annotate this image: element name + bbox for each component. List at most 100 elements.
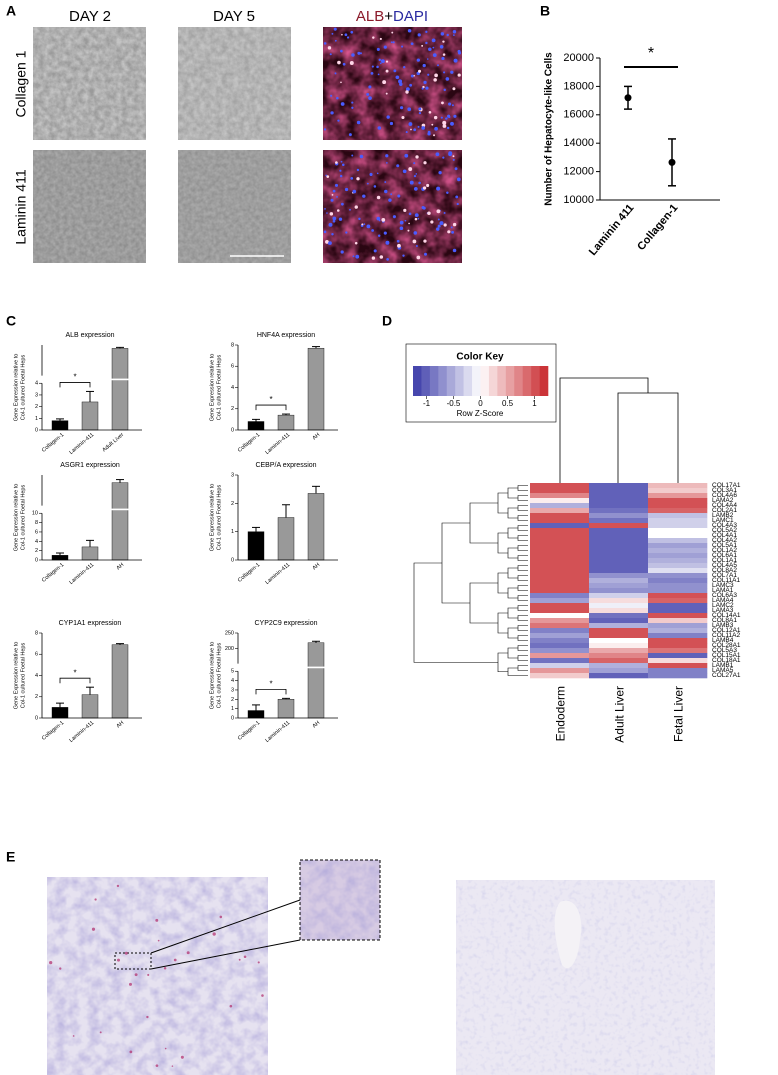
heatmap-cell bbox=[648, 493, 708, 499]
nucleus bbox=[425, 86, 429, 90]
nucleus bbox=[389, 121, 394, 126]
nucleus bbox=[440, 116, 443, 119]
nucleus bbox=[357, 51, 361, 55]
nucleus bbox=[412, 239, 417, 244]
y-tick-label: 4 bbox=[231, 385, 234, 391]
nucleus bbox=[410, 74, 414, 78]
heatmap-cell bbox=[648, 508, 708, 514]
nucleus bbox=[402, 254, 405, 257]
nucleus bbox=[399, 226, 404, 231]
heatmap-cell bbox=[530, 563, 590, 569]
heatmap-cell bbox=[530, 538, 590, 544]
y-tick-label: 16000 bbox=[563, 109, 594, 121]
stain-spot bbox=[146, 1015, 149, 1019]
significance-bracket bbox=[59, 677, 91, 684]
significance-bracket bbox=[255, 688, 287, 695]
dendrogram-branch bbox=[497, 492, 508, 514]
nucleus bbox=[417, 217, 420, 220]
row-label: LAMB4 bbox=[712, 637, 734, 644]
heatmap-cell bbox=[530, 528, 590, 534]
heatmap-cell bbox=[589, 643, 649, 649]
nucleus bbox=[377, 126, 382, 130]
y-axis-label: Col-1 cultured Foetal Heps bbox=[20, 355, 26, 421]
row-label: COL5A1 bbox=[712, 542, 737, 549]
heatmap-cell bbox=[589, 623, 649, 629]
nucleus bbox=[334, 72, 337, 75]
nucleus bbox=[333, 27, 337, 31]
stain-spot bbox=[212, 932, 216, 936]
row-label: COL27A1 bbox=[712, 672, 741, 679]
x-tick-label: Collagen-1 bbox=[41, 562, 65, 584]
stain-header: ALB+DAPI bbox=[356, 8, 428, 25]
significance-label: * bbox=[269, 679, 272, 688]
histology bbox=[47, 859, 715, 1075]
bar bbox=[51, 420, 69, 431]
nucleus bbox=[392, 215, 396, 219]
y-tick-label: 0 bbox=[231, 557, 234, 563]
heatmap-cell bbox=[530, 623, 590, 629]
nucleus bbox=[399, 82, 403, 86]
nucleus bbox=[436, 186, 441, 191]
heatmap-cell bbox=[530, 633, 590, 639]
y-tick-label: 6 bbox=[35, 652, 38, 658]
stain-spot bbox=[257, 961, 260, 964]
nucleus bbox=[438, 170, 442, 175]
y-axis-label: Col-1 cultured Foetal Heps bbox=[20, 485, 26, 551]
nucleus bbox=[323, 42, 327, 45]
nucleus bbox=[401, 115, 405, 120]
nucleus bbox=[400, 106, 404, 110]
heatmap-cell bbox=[589, 638, 649, 644]
heatmap-cell bbox=[530, 573, 590, 579]
row-label: LAMA5 bbox=[712, 667, 734, 674]
nucleus bbox=[356, 177, 360, 181]
significance-label: * bbox=[73, 668, 76, 677]
nucleus bbox=[379, 255, 384, 259]
row-label: LAMA4 bbox=[712, 597, 734, 604]
heatmap-cell bbox=[648, 483, 708, 489]
row-label: COL4A5 bbox=[712, 562, 737, 569]
nucleus bbox=[330, 94, 333, 97]
nucleus bbox=[450, 226, 453, 229]
nucleus bbox=[346, 36, 350, 39]
nucleus bbox=[334, 39, 337, 42]
nucleus bbox=[324, 208, 326, 210]
heatmap-cell bbox=[530, 578, 590, 584]
nucleus bbox=[339, 169, 342, 172]
row-label: COL2A1 bbox=[712, 507, 737, 514]
dendrogram-branch bbox=[469, 502, 498, 544]
nucleus bbox=[418, 181, 421, 185]
heatmap-cell bbox=[530, 503, 590, 509]
y-tick-label: 2 bbox=[231, 406, 234, 412]
nucleus bbox=[440, 32, 445, 36]
nucleus bbox=[443, 71, 446, 74]
nucleus bbox=[408, 167, 413, 172]
nucleus bbox=[421, 87, 424, 90]
nucleus bbox=[336, 209, 340, 212]
nucleus bbox=[376, 195, 381, 200]
nucleus bbox=[351, 101, 354, 104]
nucleus bbox=[378, 58, 381, 62]
row-label: COL7A1 bbox=[712, 572, 737, 579]
nucleus bbox=[350, 30, 354, 34]
column-dendrogram bbox=[559, 377, 679, 483]
x-tick-label: AH bbox=[116, 562, 126, 572]
nucleus bbox=[340, 160, 343, 163]
nucleus bbox=[442, 53, 446, 56]
dendrogram-branch bbox=[517, 665, 528, 671]
heatmap-cell bbox=[589, 503, 649, 509]
row-header: Collagen 1 bbox=[13, 50, 29, 117]
heatmap-cell bbox=[648, 648, 708, 654]
nucleus bbox=[403, 66, 406, 69]
nucleus bbox=[373, 249, 377, 253]
heatmap-cell bbox=[648, 548, 708, 554]
nucleus bbox=[452, 155, 455, 158]
heatmap-cell bbox=[530, 653, 590, 659]
nucleus bbox=[328, 222, 333, 227]
nucleus bbox=[423, 80, 427, 84]
dendrogram-branch bbox=[617, 392, 679, 483]
color-key-swatch bbox=[531, 366, 540, 396]
heatmap-cell bbox=[530, 493, 590, 499]
nucleus bbox=[368, 96, 372, 100]
nucleus bbox=[345, 231, 348, 234]
nucleus bbox=[402, 169, 407, 174]
